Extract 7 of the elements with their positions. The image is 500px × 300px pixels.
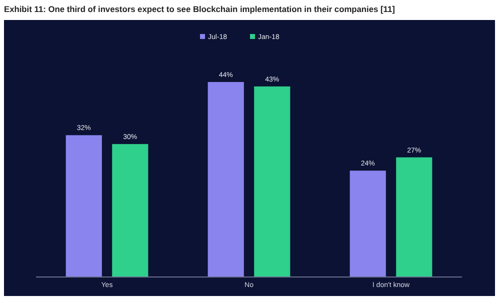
bar (208, 82, 244, 277)
bar (396, 157, 432, 277)
bar (350, 170, 386, 277)
chart-title: Exhibit 11: One third of investors expect to see Blockchain implementation in their companies [11] (4, 4, 396, 14)
bar (254, 86, 290, 277)
bar (112, 144, 148, 277)
bar (66, 135, 102, 277)
